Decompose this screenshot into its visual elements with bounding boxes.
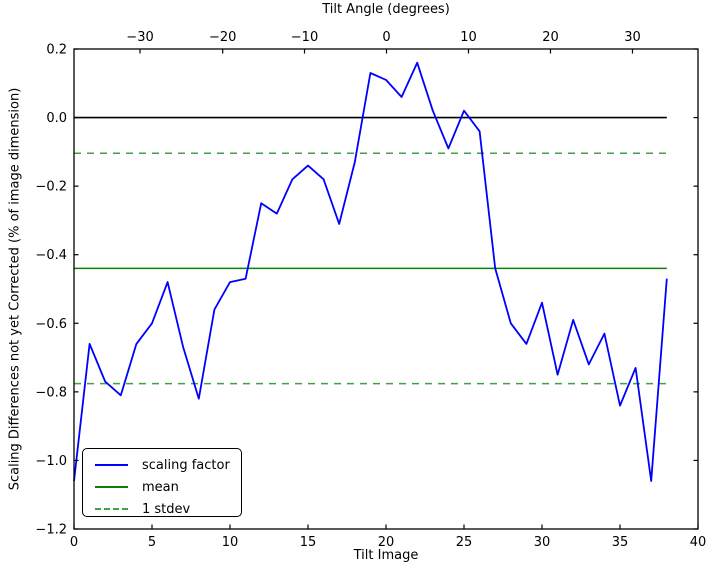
top-tick-label: 0 [382,30,390,45]
legend-label: 1 stdev [142,501,191,517]
legend-label: mean [142,479,179,495]
x-tick-label: 0 [70,535,78,550]
scaling-factor-line-icon [95,464,128,466]
legend-entry-mean: mean [95,478,241,496]
mean-line-icon [95,486,128,488]
y-tick-label: 0.0 [46,111,67,126]
legend-entry-scaling-factor: scaling factor [95,456,241,474]
top-tick-label: −20 [209,30,236,45]
y-tick-label: −0.6 [35,317,67,332]
y-axis-title: Scaling Differences not yet Corrected (%… [7,87,23,491]
scaling-factor-line [73,61,668,482]
top-tick-label: 30 [624,30,641,45]
y-tick-label: −0.8 [35,385,67,400]
x-tick-label: 35 [612,535,629,550]
top-axis-title: Tilt Angle (degrees) [322,2,450,17]
legend: scaling factor mean 1 stdev [82,448,242,517]
y-tick-label: −1.2 [35,523,67,538]
top-tick-label: −30 [126,30,153,45]
x-tick-label: 5 [148,535,156,550]
y-tick-label: 0.2 [46,43,67,58]
x-tick-label: 10 [222,535,239,550]
y-tick-label: −1.0 [35,454,67,469]
stdev-line-icon [95,508,128,510]
x-tick-label: 30 [534,535,551,550]
x-tick-label: 40 [690,535,707,550]
x-tick-label: 25 [456,535,473,550]
y-tick-label: −0.2 [35,180,67,195]
x-tick-label: 20 [378,535,395,550]
top-tick-label: 10 [460,30,477,45]
x-tick-label: 15 [300,535,317,550]
legend-entry-stdev: 1 stdev [95,500,241,518]
legend-label: scaling factor [142,457,230,473]
x-axis-title: Tilt Image [353,548,419,563]
y-tick-label: −0.4 [35,248,67,263]
top-tick-label: 20 [542,30,559,45]
top-tick-label: −10 [291,30,318,45]
